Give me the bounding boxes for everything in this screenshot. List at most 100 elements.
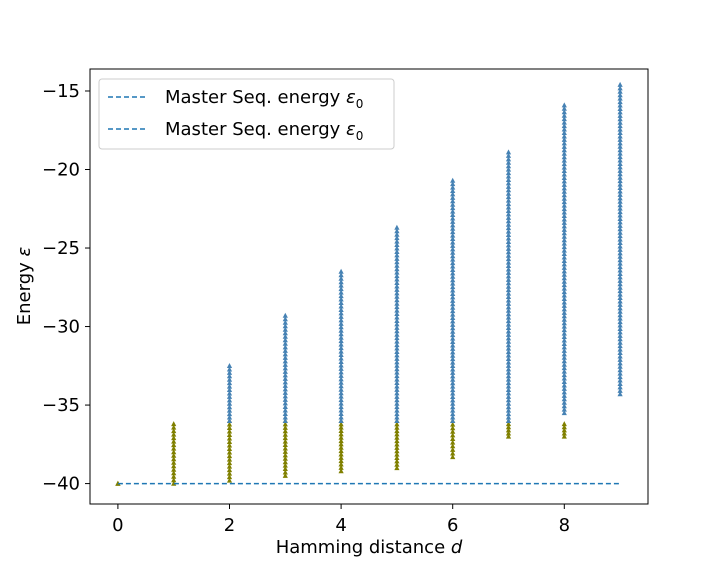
data-point [505, 180, 512, 186]
data-point [394, 386, 400, 392]
data-point [505, 173, 512, 179]
data-point [561, 358, 567, 364]
y-tick-label: −35 [42, 395, 80, 416]
data-point [171, 428, 177, 434]
data-point [338, 286, 344, 292]
data-point [505, 307, 512, 313]
data-point [505, 430, 512, 436]
data-point [505, 276, 512, 282]
data-point [617, 336, 623, 342]
data-point [561, 126, 567, 132]
data-point [394, 324, 400, 330]
data-point [505, 225, 512, 231]
data-point [505, 232, 512, 238]
data-point [450, 308, 456, 314]
data-point [505, 269, 512, 275]
data-point [226, 463, 233, 469]
data-point [617, 319, 623, 325]
data-point [226, 411, 233, 417]
x-axis-label-symbol: d [451, 537, 463, 558]
data-point [282, 469, 288, 475]
data-point [394, 362, 400, 368]
data-point [561, 365, 567, 371]
data-point [561, 216, 567, 222]
data-point [561, 192, 567, 198]
data-point [394, 304, 400, 310]
data-point [226, 376, 233, 382]
data-point [617, 171, 623, 177]
data-point [617, 329, 623, 335]
data-point [171, 445, 177, 451]
data-point [561, 421, 567, 427]
data-point [226, 404, 233, 410]
data-point [617, 346, 623, 352]
data-point [450, 194, 456, 200]
data-point [450, 260, 456, 266]
x-axis-label-text: Hamming distance [276, 537, 451, 558]
data-point [450, 339, 456, 345]
data-point [450, 380, 456, 386]
data-point [450, 218, 456, 224]
data-point [561, 257, 567, 263]
data-point [450, 181, 456, 187]
data-point [282, 400, 288, 406]
data-point [505, 300, 512, 306]
data-point [617, 99, 623, 105]
data-point [394, 273, 400, 279]
data-point [450, 215, 456, 221]
data-point [282, 337, 288, 343]
data-point [505, 245, 512, 251]
data-point [450, 376, 456, 382]
data-point [394, 283, 400, 289]
data-point [338, 300, 344, 306]
data-point [338, 275, 344, 281]
data-point [226, 421, 233, 427]
data-point [561, 392, 567, 398]
data-point [338, 458, 344, 464]
data-point [450, 242, 456, 248]
data-point [617, 181, 623, 187]
data-point [561, 174, 567, 180]
data-point [450, 454, 456, 460]
data-point [226, 449, 233, 455]
data-point [394, 311, 400, 317]
data-point [505, 204, 512, 210]
data-point [505, 176, 512, 182]
data-point [617, 92, 623, 98]
data-point [505, 152, 512, 158]
data-point [561, 116, 567, 122]
data-point [394, 228, 400, 234]
data-point [617, 130, 623, 136]
data-point [171, 456, 177, 462]
data-point [226, 373, 233, 379]
data-point [505, 427, 512, 433]
data-point [394, 342, 400, 348]
data-point [617, 305, 623, 311]
data-point [338, 293, 344, 299]
data-point [450, 253, 456, 259]
data-point [282, 323, 288, 329]
data-point [450, 263, 456, 269]
data-point [394, 238, 400, 244]
data-point [338, 334, 344, 340]
data-point [394, 293, 400, 299]
data-point [450, 239, 456, 245]
data-point [617, 270, 623, 276]
data-point [617, 219, 623, 225]
data-point [505, 407, 512, 413]
data-point [171, 470, 177, 476]
data-point [450, 407, 456, 413]
data-point [561, 306, 567, 312]
data-point [561, 285, 567, 291]
data-point [226, 380, 233, 386]
data-point [450, 205, 456, 211]
data-point [338, 461, 344, 467]
data-point [450, 232, 456, 238]
data-point [505, 335, 512, 341]
data-point [617, 178, 623, 184]
data-point [394, 434, 400, 440]
data-point [394, 266, 400, 272]
legend-label-2-subscript: 0 [356, 129, 364, 143]
data-point [171, 442, 177, 448]
data-point [450, 352, 456, 358]
